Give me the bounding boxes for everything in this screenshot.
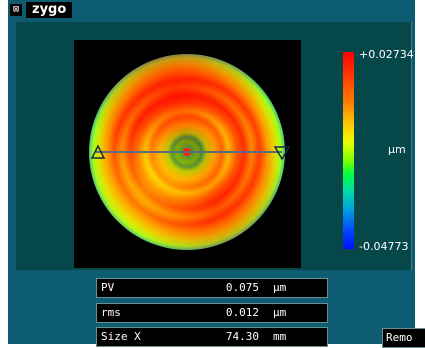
remote-button[interactable]: Remo [382, 328, 425, 348]
readout-value: 0.075 [225, 281, 259, 294]
readout-label: rms [101, 306, 121, 319]
readout-rms: rms 0.012 µm [96, 303, 328, 323]
readout-value: 0.012 [225, 306, 259, 319]
zygo-window: ⊠ zygo [8, 0, 425, 348]
triangle-down-marker-icon[interactable] [273, 146, 291, 161]
surface-map-panel: +0.02734 µm -0.04773 [16, 22, 414, 270]
readout-unit: µm [273, 281, 287, 294]
readout-value: 74.30 [225, 330, 259, 343]
readout-area: PV 0.075 µm rms 0.012 µm Size X 74.30 mm… [8, 272, 425, 348]
readout-pv: PV 0.075 µm [96, 278, 328, 298]
zygo-logo: zygo [26, 2, 73, 18]
readout-size-x: Size X 74.30 mm [96, 327, 328, 347]
color-scale-bar [343, 52, 354, 249]
surface-map[interactable] [74, 40, 301, 268]
readout-unit: mm [273, 330, 287, 343]
surface-map-graphic [89, 54, 291, 250]
title-bar: ⊠ zygo [8, 0, 415, 20]
readout-label: Size X [101, 330, 141, 343]
triangle-left-marker-icon[interactable] [90, 144, 106, 159]
readout-label: PV [101, 281, 115, 294]
color-scale-max: +0.02734 [359, 48, 414, 61]
color-scale-unit: µm [388, 143, 406, 156]
close-box-icon[interactable]: ⊠ [10, 4, 22, 16]
color-scale-min: -0.04773 [359, 240, 409, 253]
readout-unit: µm [273, 306, 287, 319]
